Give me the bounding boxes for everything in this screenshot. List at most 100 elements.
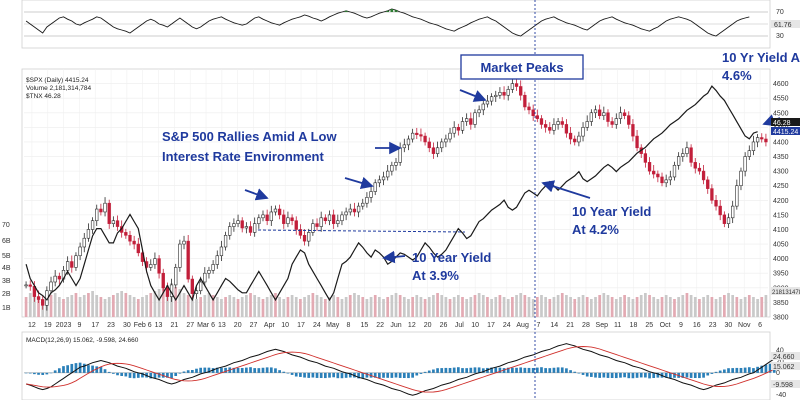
candle — [332, 209, 336, 229]
macd-histogram-bar — [45, 372, 49, 375]
volume-bar — [606, 295, 610, 317]
volume-bar — [141, 297, 144, 317]
candle — [473, 109, 477, 128]
price-tick-label: 4100 — [773, 227, 789, 234]
macd-histogram-bar — [249, 367, 252, 373]
macd-histogram-bar — [752, 368, 755, 373]
tnx-value-tag — [771, 118, 800, 126]
x-tick-label: 24 — [503, 322, 511, 329]
volume-bar — [344, 297, 348, 317]
x-tick-label: Jul — [455, 322, 464, 329]
volume-bar — [294, 297, 298, 317]
macd-histogram-bar — [348, 372, 352, 378]
volume-bar — [727, 293, 730, 317]
volume-bar — [357, 295, 360, 317]
candle — [74, 252, 78, 271]
volume-bar — [623, 295, 626, 317]
volume-bar — [685, 293, 689, 317]
macd-histogram-bar — [411, 372, 414, 378]
macd-histogram-bar — [274, 368, 277, 373]
volume-bar — [112, 295, 115, 317]
macd-histogram-bar — [527, 367, 531, 373]
candle — [244, 222, 249, 234]
candle — [656, 170, 660, 183]
candle — [739, 167, 743, 191]
volume-bars — [24, 283, 768, 317]
macd-histogram-bar — [332, 372, 336, 378]
candle — [228, 222, 232, 240]
volume-bar — [556, 295, 560, 317]
x-tick-label: Nov — [738, 322, 751, 329]
candle — [207, 266, 211, 279]
macd-histogram-bar — [627, 372, 631, 379]
macd-histogram-bar — [552, 367, 556, 373]
macd-histogram-bar — [282, 371, 286, 373]
candle — [107, 199, 111, 229]
volume-bar — [540, 295, 543, 317]
x-tick-label: Mar 6 — [197, 322, 215, 329]
price-tick-label: 4350 — [773, 154, 789, 161]
price-tick-label: 3950 — [773, 271, 789, 278]
macd-histogram-bar — [718, 370, 722, 373]
volume-bar — [323, 299, 327, 317]
candle — [577, 131, 581, 147]
volume-bar — [594, 297, 597, 317]
macd-histogram-bar — [311, 372, 315, 378]
candle — [211, 260, 215, 274]
volume-bar — [723, 295, 726, 317]
candle — [668, 170, 672, 186]
volume-bar — [261, 299, 265, 317]
candle — [552, 118, 556, 135]
macd-histogram-bar — [739, 367, 743, 373]
candle — [377, 175, 382, 188]
x-tick-label: 17 — [91, 322, 99, 329]
volume-bar — [448, 299, 452, 317]
x-tick-label: 7 — [537, 322, 541, 329]
volume-bar — [398, 295, 402, 317]
macd-histogram-bar — [610, 372, 614, 379]
legend-volume: Volume 2,181,314,784 — [26, 85, 91, 92]
candle — [28, 280, 32, 291]
volume-bar — [743, 297, 747, 317]
candle — [452, 121, 456, 138]
macd-histogram-bar — [477, 367, 481, 373]
volume-bar — [436, 293, 439, 317]
macd-histogram-bar — [714, 371, 718, 373]
volume-bar — [714, 299, 718, 317]
macd-histogram-bar — [132, 372, 136, 379]
macd-histogram-bar — [685, 372, 689, 378]
candle — [660, 172, 664, 187]
candle — [128, 230, 132, 246]
candle — [215, 250, 219, 269]
macd-histogram-bar — [747, 367, 751, 373]
macd-histogram-bar — [644, 372, 647, 378]
volume-bar — [87, 293, 90, 317]
volume-bar — [407, 299, 410, 317]
volume-bar — [257, 297, 261, 317]
rsi-overbought-fill — [386, 10, 390, 12]
macd-histogram-bar — [253, 368, 257, 373]
volume-bar — [190, 297, 194, 317]
macd-histogram-bar — [407, 372, 410, 379]
macd-histogram-bar — [490, 367, 493, 373]
volume-bar — [199, 297, 202, 317]
candle — [435, 141, 440, 158]
x-tick-label: 10 — [471, 322, 479, 329]
x-tick-label: 25 — [645, 322, 653, 329]
x-tick-label: 20 — [424, 322, 432, 329]
macd-histogram-bar — [398, 372, 402, 378]
macd-histogram-bar — [62, 366, 65, 373]
candle — [743, 152, 747, 177]
candle — [95, 204, 99, 226]
price-tick-label: 4250 — [773, 183, 789, 190]
candle — [726, 213, 731, 229]
volume-bar — [220, 299, 223, 317]
price-tick-label: 4500 — [773, 110, 789, 117]
macd-histogram-bar — [33, 372, 36, 375]
macd-histogram-bar — [174, 372, 178, 376]
candle — [693, 157, 697, 174]
macd-histogram-bar — [515, 367, 518, 373]
macd-histogram-bar — [702, 372, 705, 378]
macd-histogram-bar — [336, 372, 340, 379]
macd-histogram-bar — [53, 370, 57, 373]
